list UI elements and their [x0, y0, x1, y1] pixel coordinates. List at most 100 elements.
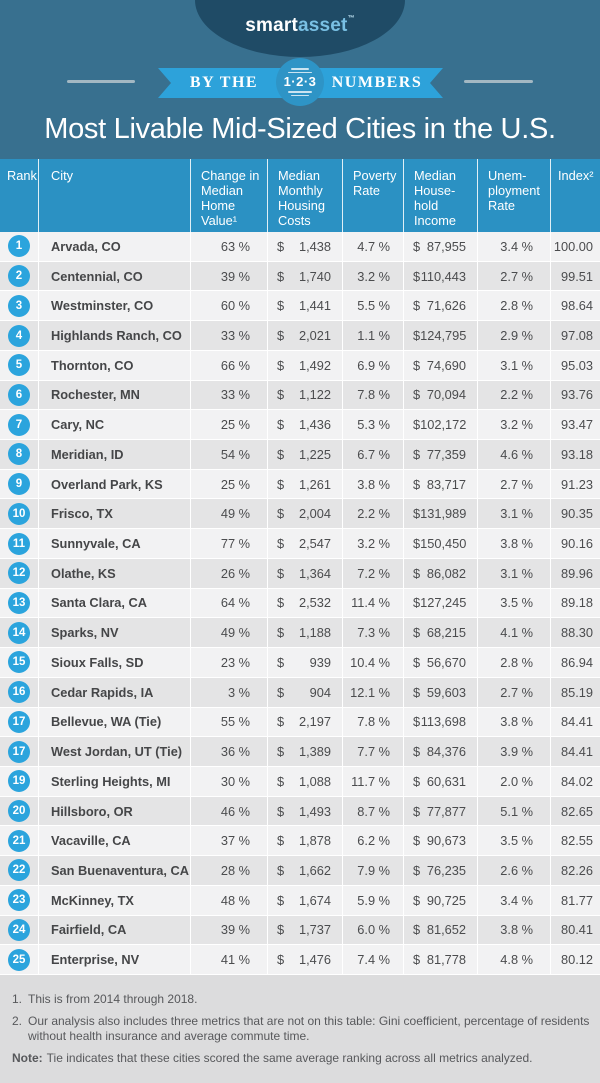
rank-badge: 5: [8, 354, 30, 377]
currency-symbol: $: [277, 357, 285, 373]
income-cell: $74,690: [403, 350, 477, 380]
currency-symbol: $: [277, 922, 285, 938]
rank-cell: 12: [0, 559, 38, 588]
unemployment-cell: 5.1 %: [477, 796, 550, 826]
poverty-cell: 6.0 %: [342, 915, 403, 945]
rank-cell: 15: [0, 648, 38, 677]
rank-badge: 10: [8, 502, 30, 525]
income-cell: $59,603: [403, 677, 477, 707]
rank-badge: 13: [8, 591, 30, 614]
amount: 1,878: [298, 833, 331, 849]
city-cell: Bellevue, WA (Tie): [38, 707, 190, 737]
table-row: 23 McKinney, TX 48 % $1,674 5.9 % $90,725 3.4 …: [0, 885, 600, 916]
footnotes-list: 1. This is from 2014 through 2018. 2. Our a…: [12, 992, 592, 1044]
amount: 81,652: [426, 922, 466, 938]
currency-symbol: $: [413, 357, 421, 373]
rank-badge: 24: [8, 918, 30, 941]
income-cell: $83,717: [403, 469, 477, 499]
index-cell: 97.08: [550, 321, 600, 350]
index-cell: 90.35: [550, 499, 600, 529]
amount: 90,673: [426, 833, 466, 849]
change-cell: 66 %: [190, 350, 267, 380]
amount: 77,877: [426, 803, 466, 819]
city-cell: Santa Clara, CA: [38, 588, 190, 618]
city-cell: Frisco, TX: [38, 499, 190, 529]
index-cell: 93.18: [550, 440, 600, 469]
footnote-note: Note: Tie indicates that these cities sco…: [12, 1051, 592, 1066]
change-cell: 23 %: [190, 648, 267, 677]
unemployment-cell: 3.1 %: [477, 350, 550, 380]
rank-cell: 5: [0, 351, 38, 380]
change-cell: 48 %: [190, 885, 267, 915]
poverty-cell: 7.4 %: [342, 945, 403, 974]
amount: 1,662: [298, 862, 331, 878]
housing-cell: $2,532: [267, 588, 342, 618]
currency-symbol: $: [277, 536, 285, 552]
amount: 59,603: [426, 684, 466, 700]
income-cell: $68,215: [403, 618, 477, 648]
income-cell: $84,376: [403, 737, 477, 766]
housing-cell: $2,004: [267, 499, 342, 529]
rank-cell: 14: [0, 618, 38, 647]
city-cell: Arvada, CO: [38, 232, 190, 261]
poverty-cell: 7.8 %: [342, 707, 403, 737]
currency-symbol: $: [413, 862, 421, 878]
poverty-cell: 2.2 %: [342, 499, 403, 529]
poverty-cell: 1.1 %: [342, 321, 403, 350]
amount: 2,004: [298, 506, 331, 522]
amount: 86,082: [426, 565, 466, 581]
change-cell: 54 %: [190, 440, 267, 469]
unemployment-cell: 3.8 %: [477, 915, 550, 945]
ribbon-circle: 1·2·3: [276, 58, 324, 106]
currency-symbol: $: [277, 654, 285, 670]
city-cell: Enterprise, NV: [38, 945, 190, 974]
currency-symbol: $: [277, 565, 285, 581]
income-cell: $90,673: [403, 826, 477, 856]
poverty-cell: 11.4 %: [342, 588, 403, 618]
index-cell: 98.64: [550, 291, 600, 321]
income-cell: $60,631: [403, 766, 477, 796]
change-cell: 25 %: [190, 410, 267, 440]
poverty-cell: 4.7 %: [342, 232, 403, 261]
rank-badge: 14: [8, 621, 30, 644]
amount: 1,438: [298, 238, 331, 254]
table-row: 1 Arvada, CO 63 % $1,438 4.7 % $87,955 3.4 % 10…: [0, 232, 600, 262]
amount: 84,376: [426, 744, 466, 760]
unemployment-cell: 3.8 %: [477, 529, 550, 558]
housing-cell: $904: [267, 677, 342, 707]
banner-right-line: [464, 80, 533, 83]
rank-cell: 10: [0, 499, 38, 528]
table-row: 5 Thornton, CO 66 % $1,492 6.9 % $74,690 3.1 %…: [0, 350, 600, 381]
change-cell: 28 %: [190, 856, 267, 885]
currency-symbol: $: [277, 387, 285, 403]
city-cell: San Buenaventura, CA: [38, 856, 190, 885]
poverty-cell: 3.2 %: [342, 529, 403, 558]
income-cell: $131,989: [403, 499, 477, 529]
housing-cell: $1,492: [267, 350, 342, 380]
city-cell: West Jordan, UT (Tie): [38, 737, 190, 766]
unemployment-cell: 3.5 %: [477, 588, 550, 618]
amount: 1,492: [298, 357, 331, 373]
amount: 1,122: [298, 387, 331, 403]
rank-cell: 6: [0, 381, 38, 410]
amount: 150,450: [420, 536, 467, 552]
table-row: 6 Rochester, MN 33 % $1,122 7.8 % $70,094 2.2 …: [0, 380, 600, 411]
footnote-marker: 1.: [12, 992, 23, 1006]
unemployment-cell: 2.7 %: [477, 261, 550, 291]
trademark-symbol: ™: [347, 15, 355, 22]
rank-badge: 11: [8, 532, 30, 555]
amount: 1,737: [298, 922, 331, 938]
amount: 124,795: [420, 328, 467, 344]
amount: 131,989: [420, 506, 467, 522]
index-cell: 82.55: [550, 826, 600, 856]
city-cell: Sparks, NV: [38, 618, 190, 648]
housing-cell: $1,122: [267, 380, 342, 410]
poverty-cell: 5.9 %: [342, 885, 403, 915]
footnote-item: 2. Our analysis also includes three metri…: [12, 1014, 592, 1044]
city-cell: Cedar Rapids, IA: [38, 677, 190, 707]
change-cell: 63 %: [190, 232, 267, 261]
currency-symbol: $: [277, 328, 285, 344]
rank-badge: 12: [8, 562, 30, 585]
amount: 127,245: [420, 595, 467, 611]
currency-symbol: $: [413, 565, 421, 581]
